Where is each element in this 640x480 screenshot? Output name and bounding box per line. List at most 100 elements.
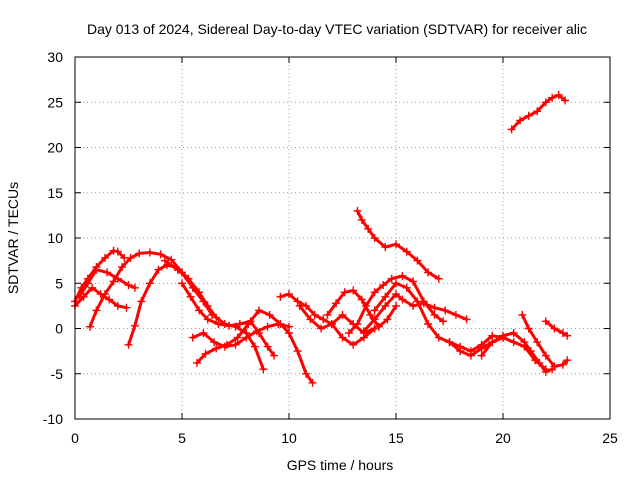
data-point	[349, 340, 358, 349]
series-line	[544, 319, 569, 338]
data-point	[392, 301, 400, 310]
series-track-18	[477, 329, 557, 376]
data-point	[135, 249, 144, 258]
data-point	[255, 306, 263, 315]
data-point	[195, 288, 204, 297]
data-point	[295, 301, 304, 310]
data-point	[122, 303, 131, 312]
data-point	[520, 338, 529, 347]
data-point	[173, 265, 182, 274]
data-point	[370, 306, 379, 315]
data-point	[263, 342, 272, 351]
data-point	[310, 310, 319, 319]
data-point	[374, 322, 383, 331]
data-point	[319, 315, 328, 324]
data-point	[270, 351, 278, 360]
data-point	[130, 321, 139, 330]
data-point	[409, 301, 418, 310]
data-point	[563, 356, 572, 365]
x-axis-label: GPS time / hours	[287, 457, 394, 473]
tick-layer: 0 5 10 15 20 25 -10 -5 0 5 10 15 20 25 30	[43, 49, 618, 446]
data-point	[357, 295, 366, 304]
data-point	[392, 240, 400, 249]
data-point	[364, 224, 373, 233]
data-point	[550, 324, 559, 333]
data-point	[409, 277, 418, 286]
data-point	[392, 279, 400, 288]
y-tick-label: 0	[55, 321, 63, 337]
data-point	[359, 327, 368, 336]
data-point	[259, 365, 268, 374]
data-point	[188, 333, 197, 342]
data-point	[83, 279, 92, 288]
x-tick-label: 25	[602, 430, 618, 446]
data-point	[154, 265, 163, 274]
data-point	[439, 317, 448, 326]
x-tick-label: 10	[281, 430, 297, 446]
data-point	[541, 98, 550, 107]
y-tick-label: 10	[47, 230, 63, 246]
series-track-09	[193, 306, 317, 387]
data-point	[344, 329, 353, 337]
data-point	[338, 333, 347, 342]
data-point	[381, 243, 390, 252]
data-point	[293, 297, 302, 306]
data-point	[362, 301, 370, 310]
data-point	[430, 303, 439, 312]
data-point	[126, 253, 135, 262]
series-line	[88, 251, 190, 329]
x-tick-label: 5	[178, 430, 186, 446]
data-point	[563, 331, 572, 340]
data-point	[193, 358, 201, 367]
data-point	[231, 340, 240, 349]
y-tick-label: 25	[47, 94, 63, 110]
data-point	[434, 333, 443, 342]
data-point	[285, 329, 293, 337]
data-point	[507, 125, 516, 134]
data-point	[398, 272, 407, 280]
data-point	[424, 320, 433, 328]
data-point	[524, 324, 533, 333]
data-point	[101, 253, 109, 262]
data-point	[233, 333, 242, 342]
data-point	[398, 295, 407, 304]
data-point	[477, 344, 486, 353]
x-tick-label: 20	[495, 430, 511, 446]
data-point	[370, 234, 379, 242]
y-tick-label: -10	[43, 411, 63, 427]
data-point	[541, 317, 550, 326]
data-point	[109, 277, 118, 286]
data-point	[75, 292, 84, 301]
data-point	[113, 301, 122, 310]
data-point	[402, 247, 411, 256]
grid	[75, 57, 610, 419]
data-point	[214, 320, 223, 328]
data-point	[167, 255, 176, 264]
y-tick-label: 15	[47, 185, 63, 201]
data-point	[338, 310, 347, 319]
data-point	[101, 290, 109, 299]
data-point	[462, 315, 471, 324]
data-point	[145, 248, 154, 257]
data-point	[184, 274, 193, 283]
series-line	[163, 259, 265, 371]
data-point	[242, 333, 251, 342]
data-point	[186, 292, 195, 301]
x-tick-label: 0	[71, 430, 79, 446]
data-point	[109, 246, 118, 255]
data-point	[381, 301, 390, 310]
data-point	[203, 315, 212, 324]
series-track-12	[323, 286, 400, 331]
data-point	[541, 367, 550, 376]
data-point	[222, 340, 231, 349]
data-point	[252, 327, 261, 336]
data-point	[105, 295, 114, 304]
data-point	[451, 310, 460, 319]
data-point	[434, 274, 443, 283]
data-point	[353, 206, 362, 215]
data-point	[308, 378, 317, 387]
data-point	[533, 338, 542, 347]
data-point	[516, 116, 525, 125]
data-point	[302, 369, 311, 378]
